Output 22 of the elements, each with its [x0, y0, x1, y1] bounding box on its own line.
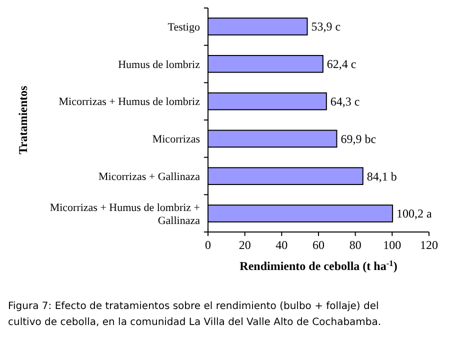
y-tick-label: Micorrizas	[152, 134, 200, 146]
x-tick-label: 20	[238, 238, 251, 252]
y-tick-label: Micorrizas + Humus de lombriz + Gallinaza	[50, 202, 200, 227]
data-label: 53,9 c	[311, 20, 341, 34]
data-label: 84,1 b	[366, 169, 397, 184]
x-tick-label: 0	[205, 238, 211, 252]
x-axis-title: Rendimiento de cebolla (t ha$^{-1}$)	[240, 258, 398, 273]
data-label: 62,4 c	[326, 57, 356, 72]
y-axis-title: Tratamientos	[16, 85, 30, 154]
y-tick-label: Micorrizas + Humus de lombriz	[58, 96, 200, 108]
x-tick-label: 40	[276, 238, 288, 252]
x-tick-label: 100	[383, 238, 402, 252]
data-label: 100,2 a	[396, 206, 433, 221]
y-tick-label: Humus de lombriz	[118, 58, 200, 71]
text: Figura 7: Efecto de tratamientos sobre el rendimiento (bulbo + follaje) del cultivo de cebolla, en la comunidad La Villa del Valle Alto de Cochabamba.	[8, 301, 382, 328]
x-tick-label: 80	[349, 238, 362, 252]
data-label: 64,3 c	[330, 94, 360, 108]
y-tick-label: Testigo	[168, 21, 200, 34]
x-tick-label: 60	[312, 238, 324, 252]
x-tick-label: 120	[420, 238, 438, 252]
data-label: 69,9 bc	[340, 132, 376, 146]
y-tick-label: Micorrizas + Gallinaza	[98, 170, 200, 183]
